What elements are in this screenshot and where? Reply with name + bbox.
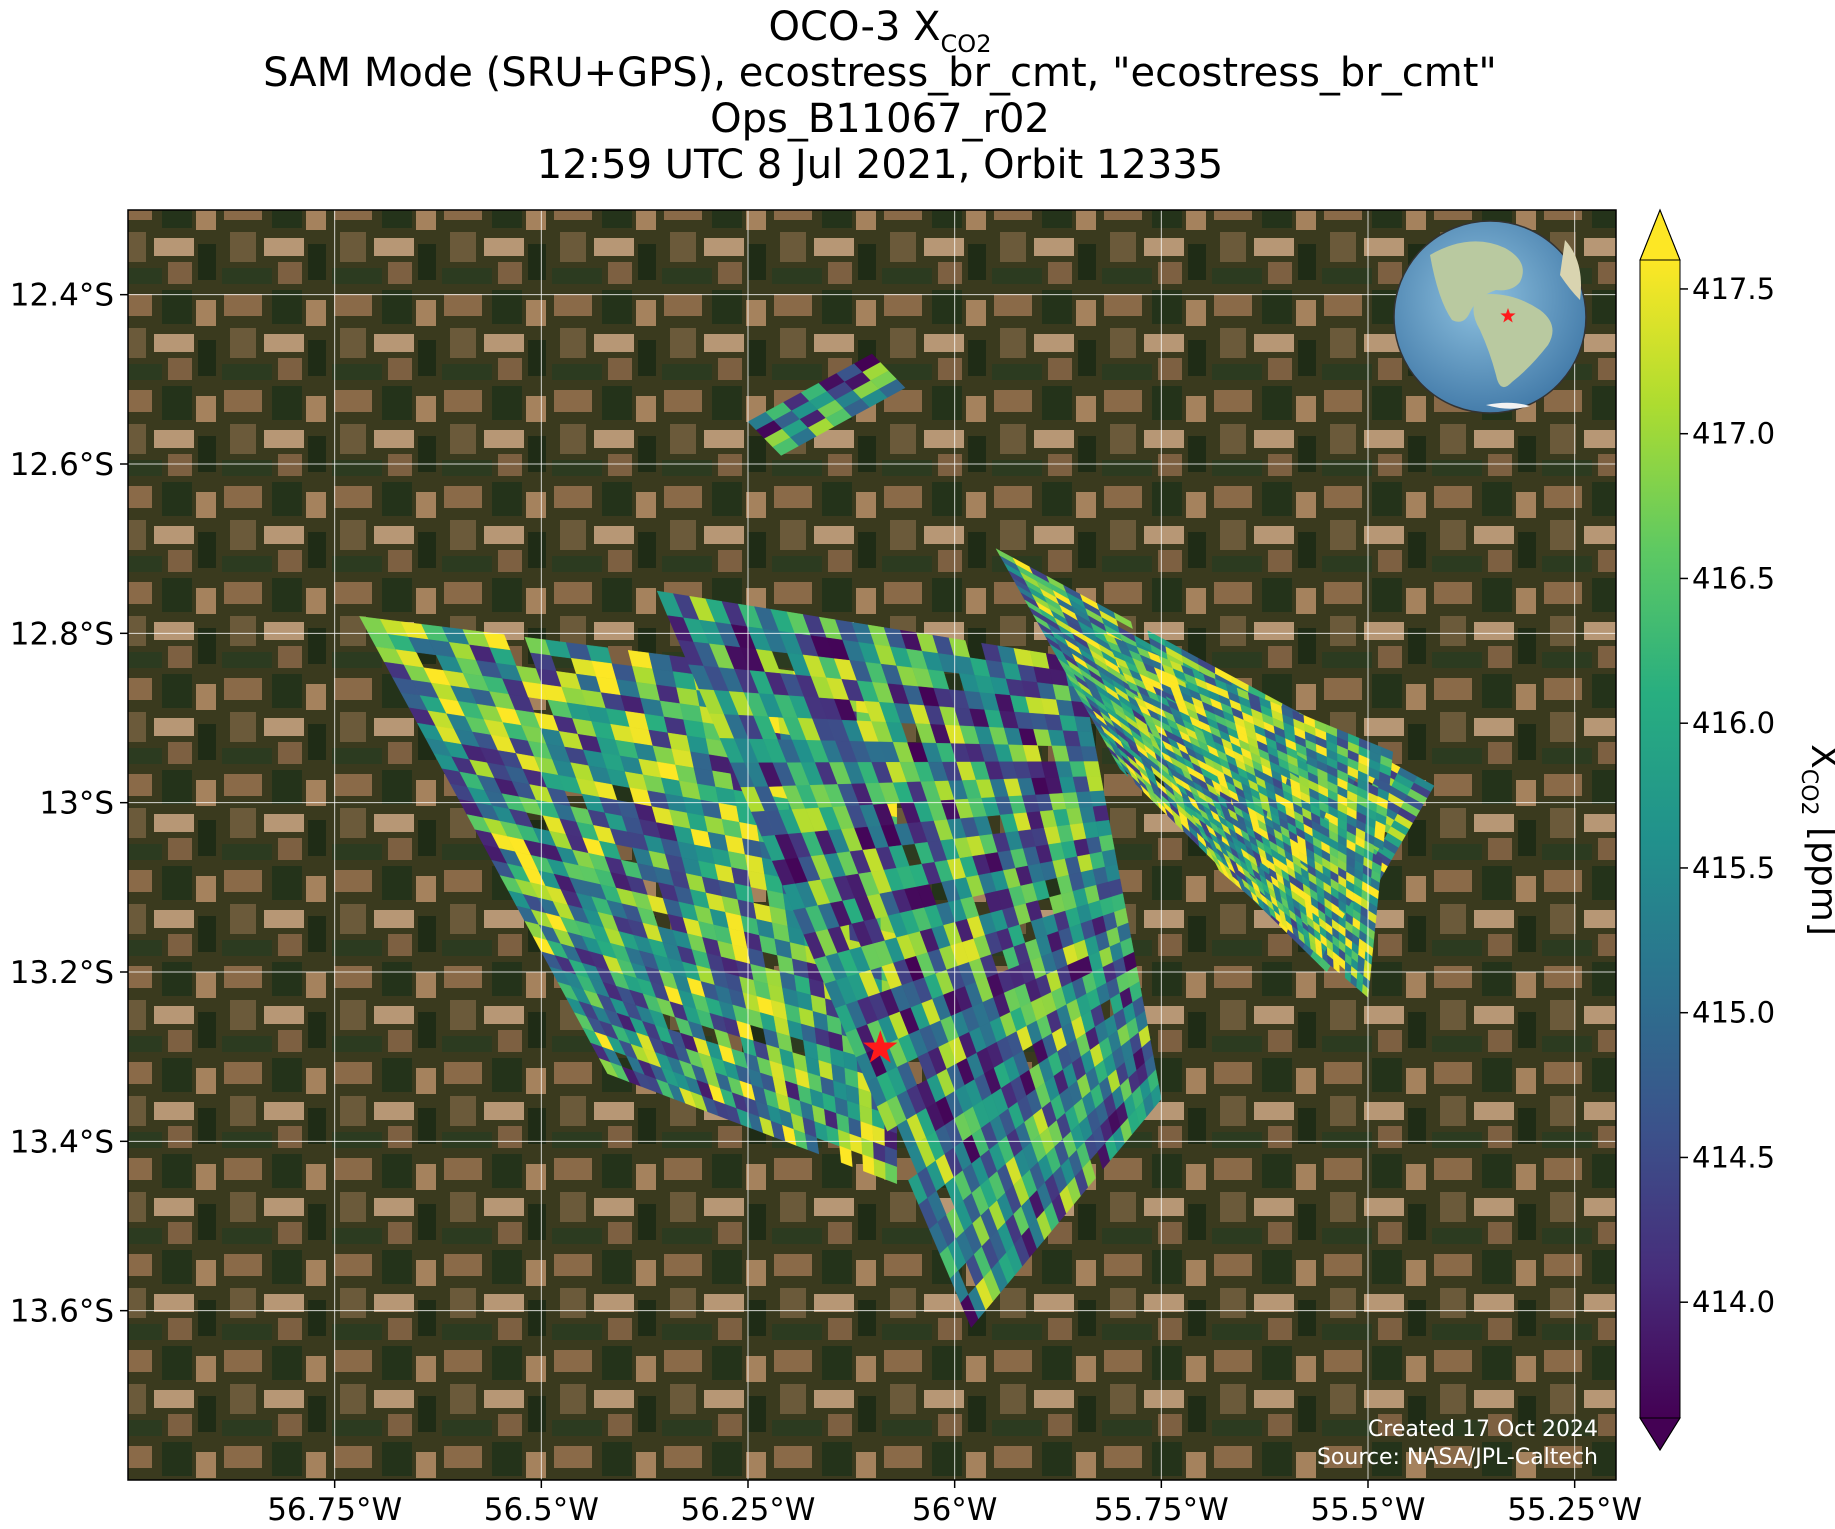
chart-title-line2: SAM Mode (SRU+GPS), ecostress_br_cmt, "e… [263,50,1497,96]
xco2-cell [1086,775,1104,792]
lat-tick-label: 13.4°S [10,1124,114,1160]
xco2-cell [878,379,906,398]
xco2-cell [839,1145,853,1167]
xco2-cell [1333,959,1340,974]
colorbar-ticks: 414.0 414.5 415.0 415.5 416.0 416.5 417.0 417.5 [1680,272,1775,1319]
longitude-axis: 56.75°W 56.5°W 56.25°W 56°W 55.75°W 55.5°W 55.… [267,1480,1642,1528]
xco2-cell [1113,612,1133,629]
xco2-cell [1092,805,1110,822]
created-date-label: Created 17 Oct 2024 [1368,1417,1598,1442]
xco2-cell [1315,944,1323,959]
map-frame [127,209,1617,1481]
xco2-cell [1082,1159,1096,1188]
lon-tick-label: 56.75°W [267,1492,402,1528]
xco2-cell [1115,761,1129,777]
colorbar-tick-label: 417.0 [1692,417,1775,451]
xco2-cell [1098,834,1115,853]
lon-tick-label: 56.5°W [484,1492,599,1528]
xco2-cell [1083,761,1101,777]
globe-africa-edge [1560,240,1581,300]
colorbar-tick-label: 417.5 [1692,272,1775,306]
lat-tick-label: 12.8°S [10,616,114,652]
lon-tick-label: 55.75°W [1094,1492,1229,1528]
lon-tick-label: 55.25°W [1507,1492,1642,1528]
lat-tick-label: 13.6°S [10,1294,114,1330]
colorbar: 414.0 414.5 415.0 415.5 416.0 416.5 417.0 417.5… [1639,208,1835,1451]
source-label: Source: NASA/JPL-Caltech [1317,1445,1598,1470]
globe-south-america [1473,294,1553,388]
lat-tick-label: 13.2°S [10,955,114,991]
chart-title-line3: Ops_B11067_r02 [710,96,1050,142]
xco2-cell [1077,731,1096,748]
colorbar-tick-label: 415.0 [1692,996,1775,1030]
map-gridlines [128,210,1616,1480]
colorbar-tick-label: 414.5 [1692,1140,1775,1174]
xco2-cell [1074,716,1093,733]
xco2-footprints [359,353,1435,1328]
xco2-cell [804,1133,820,1155]
globe-antarctica [1486,402,1530,409]
inset-target-star [1500,308,1516,323]
lon-tick-label: 56°W [912,1492,998,1528]
latitude-axis: 12.4°S 12.6°S 12.8°S 13°S 13.2°S 13.4°S 13.6°S [10,278,128,1330]
xco2-cell [1080,746,1099,762]
globe-inset [1393,220,1587,414]
colorbar-tick-label: 414.0 [1692,1285,1775,1319]
xco2-cell [885,1162,897,1184]
colorbar-ramp [1640,260,1680,1418]
lon-tick-label: 55.5°W [1310,1492,1425,1528]
colorbar-outline [1639,208,1681,1451]
colorbar-title: XCO2 [ppm] [1796,744,1835,936]
target-marker [863,1030,898,1063]
globe-north-america [1430,241,1523,322]
lat-tick-label: 12.6°S [10,447,114,483]
chart-title-line1: OCO-3 XCO2 [768,4,992,58]
lat-tick-label: 13°S [39,786,114,822]
lat-tick-label: 12.4°S [10,278,114,314]
colorbar-tick-label: 415.5 [1692,851,1775,885]
colorbar-extend-max [1639,208,1681,261]
colorbar-tick-label: 416.0 [1692,706,1775,740]
colorbar-tick-label: 416.5 [1692,561,1775,595]
credits-block: Created 17 Oct 2024 Source: NASA/JPL-Cal… [1317,1417,1598,1470]
xco2-cell [1373,836,1384,851]
chart-title-line4: 12:59 UTC 8 Jul 2021, Orbit 12335 [536,142,1224,188]
lon-tick-label: 56.25°W [681,1492,816,1528]
colorbar-extend-min [1639,1417,1681,1451]
xco2-cell [1089,790,1107,807]
